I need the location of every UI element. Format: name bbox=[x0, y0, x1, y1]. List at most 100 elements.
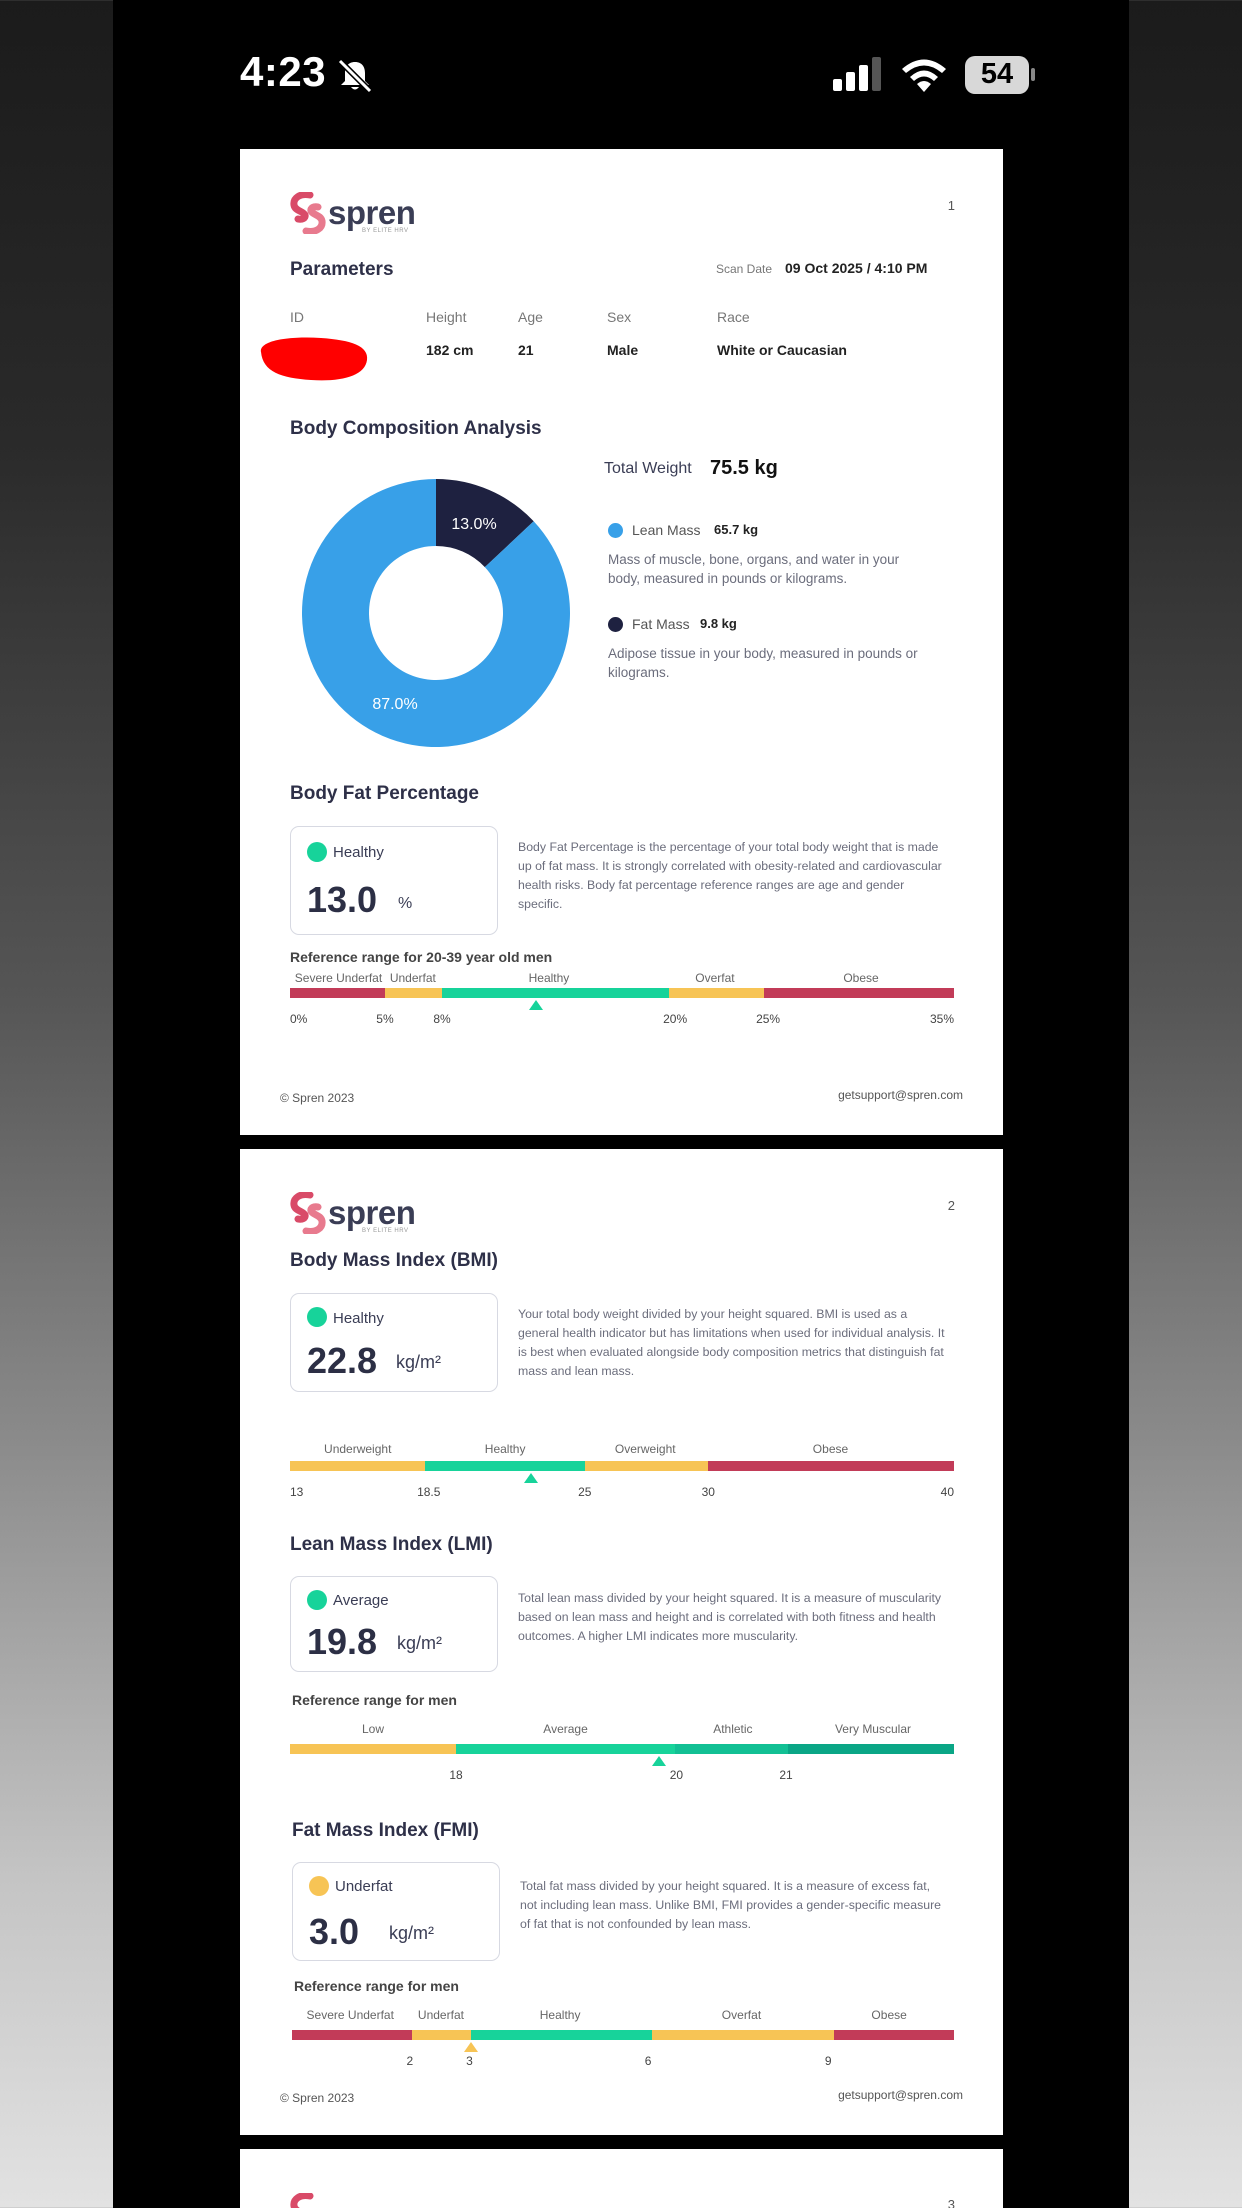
spren-logo bbox=[290, 2193, 410, 2208]
fmi-unit: kg/m² bbox=[389, 1923, 434, 1943]
report-page-3[interactable]: 3 bbox=[240, 2149, 1003, 2208]
range-segment bbox=[290, 1744, 456, 1754]
lean-mass-slice bbox=[302, 479, 570, 747]
age-label: Age bbox=[518, 309, 543, 325]
lmi-value: 19.8 bbox=[307, 1621, 378, 1662]
range-tick-label: 6 bbox=[644, 2054, 652, 2068]
spren-logo-mark bbox=[290, 1192, 326, 1234]
page-number: 1 bbox=[947, 198, 955, 213]
body-fat-status: Healthy bbox=[333, 844, 384, 861]
lean-mass-label: Lean Mass bbox=[632, 522, 701, 538]
range-segment bbox=[708, 1461, 954, 1471]
range-category-label: Low bbox=[361, 1722, 385, 1736]
range-category-label: Overfat bbox=[721, 2008, 762, 2022]
race-value: White or Caucasian bbox=[717, 342, 847, 358]
range-category-label: Healthy bbox=[539, 2008, 581, 2022]
lean-mass-desc: Mass of muscle, bone, organs, and water … bbox=[608, 552, 900, 586]
range-tick-label: 18.5 bbox=[417, 1485, 441, 1499]
sex-label: Sex bbox=[607, 309, 632, 325]
range-tick-label: 20 bbox=[669, 1768, 684, 1782]
range-segment bbox=[290, 988, 385, 998]
fmi-range-bar: Severe Underfat Underfat Healthy Overfat Obe… bbox=[292, 2008, 954, 2072]
scan-date-value: 09 Oct 2025 / 4:10 PM bbox=[785, 260, 928, 276]
race-label: Race bbox=[717, 309, 750, 325]
range-category-label: Healthy bbox=[484, 1442, 526, 1456]
range-tick-label: 20% bbox=[663, 1012, 688, 1026]
range-segment bbox=[833, 2030, 954, 2040]
body-fat-desc: Body Fat Percentage is the percentage of… bbox=[518, 840, 942, 911]
fmi-value: 3.0 bbox=[309, 1911, 360, 1952]
range-segment bbox=[292, 2030, 412, 2040]
fmi-title: Fat Mass Index (FMI) bbox=[292, 1820, 479, 1841]
battery-icon: 54 bbox=[965, 56, 1035, 94]
lean-pct-label: 87.0% bbox=[372, 696, 417, 713]
bell-slash-icon bbox=[337, 58, 373, 94]
status-dot bbox=[307, 1307, 327, 1327]
id-label: ID bbox=[290, 309, 304, 325]
footer-email[interactable]: getsupport@spren.com bbox=[838, 1088, 963, 1102]
fmi-ref-title: Reference range for men bbox=[294, 1978, 459, 1994]
range-category-label: Underfat bbox=[417, 2008, 464, 2022]
range-category-label: Overfat bbox=[695, 971, 735, 985]
bmi-value: 22.8 bbox=[307, 1340, 378, 1381]
range-category-label: Obese bbox=[843, 971, 879, 985]
status-bar: 4:23 54 bbox=[113, 0, 1129, 150]
range-segment bbox=[456, 1744, 676, 1754]
fat-mass-label: Fat Mass bbox=[632, 616, 690, 632]
range-segment bbox=[584, 1461, 709, 1471]
lmi-card: Average 19.8 kg/m² bbox=[290, 1576, 498, 1672]
logo-subtitle: BY ELITE HRV bbox=[362, 1228, 409, 1234]
sex-value: Male bbox=[607, 342, 639, 358]
age-value: 21 bbox=[518, 342, 534, 358]
lean-legend-dot bbox=[608, 523, 623, 538]
body-comp-donut: 13.0% 87.0% bbox=[302, 479, 570, 747]
wifi-icon bbox=[902, 59, 946, 92]
body-fat-title: Body Fat Percentage bbox=[290, 783, 479, 804]
range-segment bbox=[384, 988, 443, 998]
battery-body bbox=[965, 56, 1029, 94]
phone-screen: 4:23 54 sp bbox=[113, 0, 1129, 2208]
range-segment bbox=[669, 988, 765, 998]
bmi-title: Body Mass Index (BMI) bbox=[290, 1250, 498, 1271]
range-tick-label: 30 bbox=[701, 1485, 715, 1499]
height-label: Height bbox=[426, 309, 467, 325]
range-tick-label: 8% bbox=[433, 1012, 451, 1026]
footer-email[interactable]: getsupport@spren.com bbox=[838, 2088, 963, 2102]
spren-logo-mark bbox=[290, 192, 326, 234]
total-weight-label: Total Weight bbox=[604, 460, 692, 477]
body-fat-value: 13.0 bbox=[307, 879, 378, 920]
body-fat-card: Healthy 13.0 % bbox=[290, 826, 498, 935]
page-number: 2 bbox=[947, 1198, 955, 1213]
logo-wordmark: spren bbox=[328, 1194, 416, 1231]
range-segment bbox=[788, 1744, 954, 1754]
lmi-range-bar: Low Average Athletic Very Muscular 18 20 21 bbox=[290, 1722, 954, 1786]
range-category-label: Severe Underfat bbox=[294, 971, 383, 985]
range-segment bbox=[764, 988, 954, 998]
body-comp-title: Body Composition Analysis bbox=[290, 418, 542, 439]
battery-level: 54 bbox=[980, 58, 1014, 90]
range-tick-label: 2 bbox=[406, 2054, 414, 2068]
range-tick-label: 25 bbox=[578, 1485, 592, 1499]
range-category-label: Underfat bbox=[389, 971, 436, 985]
lmi-status: Average bbox=[333, 1592, 389, 1609]
body-fat-range-bar: Severe Underfat Underfat Healthy Overfat Obe… bbox=[290, 971, 954, 1031]
range-category-label: Obese bbox=[812, 1442, 849, 1456]
range-tick-label: 5% bbox=[376, 1012, 394, 1026]
report-page-1[interactable]: spren BY ELITE HRV 1 Parameters Scan Dat… bbox=[240, 149, 1003, 1135]
range-tick-label: 3 bbox=[466, 2054, 473, 2068]
redaction-mark bbox=[260, 337, 368, 381]
range-segment bbox=[470, 2030, 653, 2040]
range-tick-label: 35% bbox=[929, 1012, 954, 1026]
range-category-label: Overweight bbox=[614, 1442, 676, 1456]
status-dot bbox=[307, 842, 327, 862]
total-weight-value: 75.5 kg bbox=[710, 457, 778, 479]
fat-mass-value: 9.8 kg bbox=[700, 616, 737, 631]
range-tick-label: 40 bbox=[940, 1485, 954, 1499]
range-segment bbox=[652, 2030, 834, 2040]
page-number: 3 bbox=[947, 2197, 955, 2208]
report-page-2[interactable]: spren BY ELITE HRV 2 Body Mass Index (BM… bbox=[240, 1149, 1003, 2135]
body-fat-unit: % bbox=[398, 895, 413, 912]
range-category-label: Athletic bbox=[713, 1722, 753, 1736]
range-tick-label: 0% bbox=[290, 1012, 308, 1026]
bmi-card: Healthy 22.8 kg/m² bbox=[290, 1293, 498, 1392]
